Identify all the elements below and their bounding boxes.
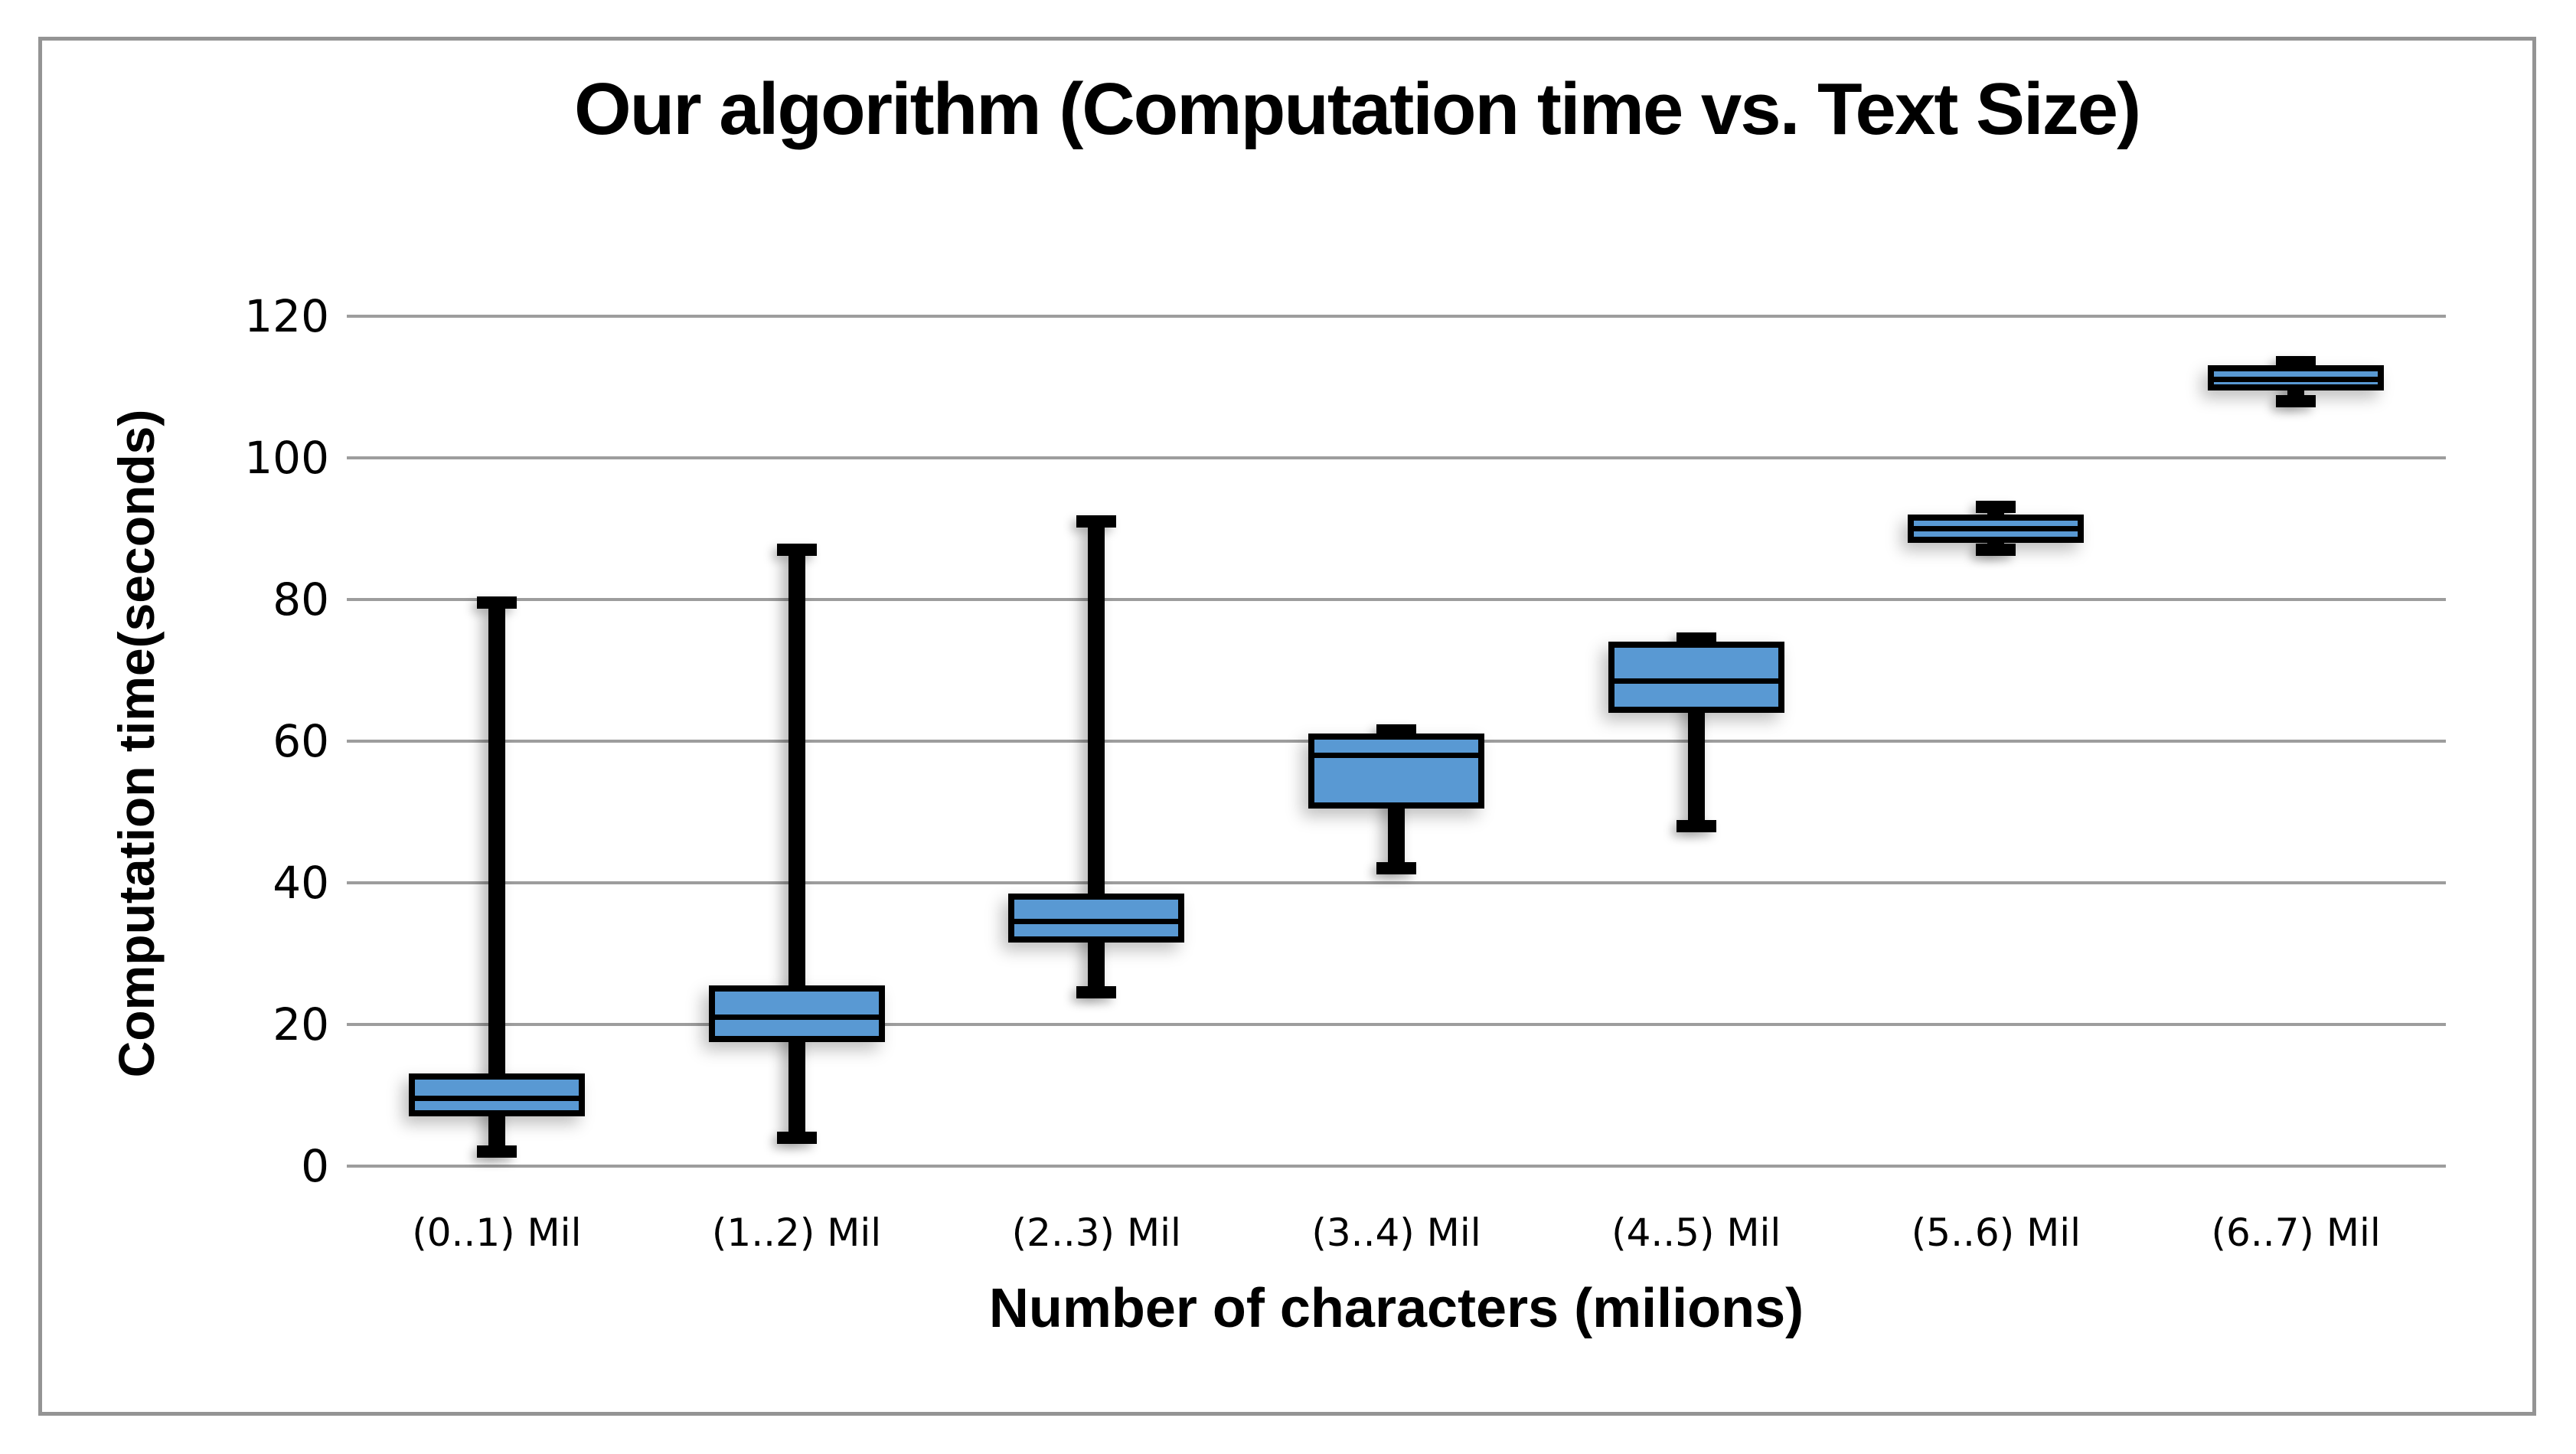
y-tick-label-100: 100: [244, 431, 329, 484]
whisker-line: [1088, 521, 1105, 993]
x-tick-label-4: (4..5) Mil: [1611, 1211, 1781, 1255]
iqr-box: [1008, 893, 1185, 943]
iqr-box: [408, 1073, 585, 1116]
whisker-line: [788, 549, 805, 1138]
y-tick-label-60: 60: [273, 714, 329, 767]
gridline-20: [347, 1022, 2446, 1026]
whisker-cap-max: [2276, 355, 2316, 368]
whisker-cap-min: [1676, 819, 1716, 832]
median-line: [1614, 678, 1778, 684]
gridline-80: [347, 597, 2446, 601]
gridline-120: [347, 314, 2446, 318]
median-line: [1314, 752, 1478, 758]
gridline-100: [347, 456, 2446, 459]
median-line: [2214, 377, 2378, 383]
y-tick-label-120: 120: [244, 289, 329, 342]
x-axis-title: Number of characters (milions): [988, 1278, 1804, 1339]
x-tick-label-2: (2..3) Mil: [1011, 1211, 1181, 1255]
iqr-box: [708, 985, 885, 1042]
whisker-cap-max: [1676, 632, 1716, 645]
whisker-cap-max: [1976, 501, 2016, 514]
whisker-cap-min: [476, 1145, 517, 1158]
whisker-cap-min: [2276, 394, 2316, 407]
gridline-0: [347, 1164, 2446, 1168]
median-line: [414, 1096, 579, 1102]
x-tick-label-0: (0..1) Mil: [412, 1211, 582, 1255]
whisker-line: [488, 603, 505, 1152]
y-tick-label-20: 20: [273, 998, 329, 1050]
whisker-cap-min: [1376, 862, 1416, 875]
x-tick-label-3: (3..4) Mil: [1311, 1211, 1481, 1255]
median-line: [1014, 919, 1179, 925]
iqr-box: [1608, 642, 1784, 713]
y-tick-label-0: 0: [301, 1139, 329, 1192]
iqr-box: [1308, 734, 1484, 809]
whisker-cap-max: [476, 596, 517, 609]
whisker-cap-max: [1076, 515, 1117, 528]
whisker-cap-max: [776, 543, 817, 556]
x-tick-label-6: (6..7) Mil: [2211, 1211, 2381, 1255]
y-tick-label-80: 80: [273, 573, 329, 626]
x-tick-label-1: (1..2) Mil: [711, 1211, 882, 1255]
figure-frame: [38, 37, 2536, 1416]
whisker-cap-min: [1976, 543, 2016, 556]
whisker-cap-max: [1376, 724, 1416, 737]
y-tick-label-40: 40: [273, 856, 329, 909]
x-tick-label-5: (5..6) Mil: [1911, 1211, 2081, 1255]
gridline-40: [347, 881, 2446, 884]
chart-title: Our algorithm (Computation time vs. Text…: [573, 68, 2141, 150]
whisker-cap-min: [1076, 986, 1117, 999]
median-line: [1914, 525, 2078, 531]
median-line: [714, 1014, 879, 1020]
whisker-cap-min: [776, 1131, 817, 1144]
